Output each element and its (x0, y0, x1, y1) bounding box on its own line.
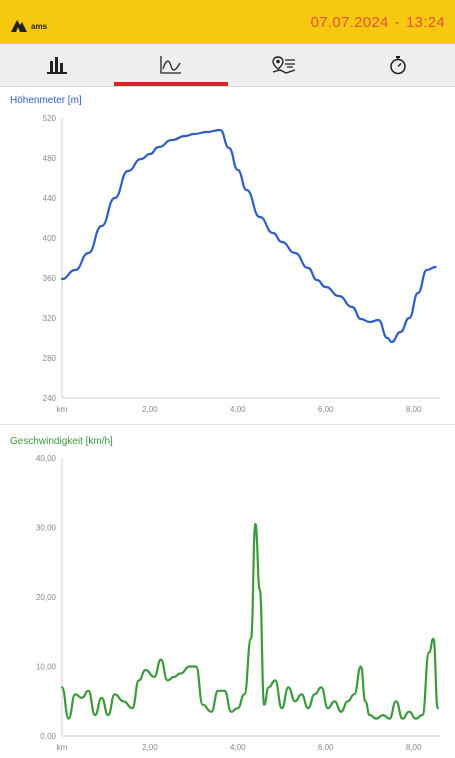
elevation-chart-plot: 240 280 320 360 400 440 480 520 km 2,00 4,00 6,00 8,… (43, 114, 440, 414)
speed-y-tick-label: 20,00 (36, 593, 57, 602)
date-time-separator: - (394, 13, 400, 31)
speed-x-tick-label: 4,00 (230, 743, 246, 752)
stopwatch-icon (390, 56, 406, 75)
speed-y-tick-label: 0,00 (40, 732, 56, 741)
tab-route-map[interactable] (228, 44, 342, 86)
speed-x-tick-label: 6,00 (318, 743, 334, 752)
speed-y-tick-label: 10,00 (36, 663, 57, 672)
elevation-x-tick-label: 2,00 (142, 405, 158, 414)
line-chart-icon (159, 56, 181, 74)
speed-chart-plot: 0,00 10,00 20,00 30,00 40,00 km 2,00 4,00 6,00 8,… (36, 454, 440, 752)
app-logo: ams (10, 11, 47, 33)
map-route-icon (272, 56, 296, 74)
top-bar: ams 07.07.2024 - 13:24 (0, 0, 455, 44)
elevation-y-tick-label: 520 (43, 114, 57, 123)
elevation-chart-title: Höhenmeter [m] (10, 95, 82, 106)
tab-bar (0, 44, 455, 87)
elevation-x-tick-label: 6,00 (318, 405, 334, 414)
elevation-series-line (60, 128, 437, 344)
elevation-y-tick-label: 480 (43, 154, 57, 163)
speed-y-tick-label: 30,00 (36, 524, 57, 533)
elevation-x-unit-label: km (57, 405, 68, 414)
elevation-y-tick-label: 440 (43, 194, 57, 203)
speed-x-unit-label: km (57, 743, 68, 752)
elevation-x-tick-label: 8,00 (406, 405, 422, 414)
time-label: 13:24 (405, 13, 445, 31)
tab-charts[interactable] (113, 44, 228, 86)
speed-y-tick-label: 40,00 (36, 454, 57, 463)
elevation-y-tick-label: 240 (43, 394, 57, 403)
elevation-y-tick-label: 400 (43, 234, 57, 243)
speed-chart-title: Geschwindigkeit [km/h] (10, 436, 113, 447)
tab-statistics[interactable] (0, 44, 114, 86)
tab-stopwatch[interactable] (341, 44, 455, 86)
logo-text: ams (31, 22, 48, 31)
elevation-x-tick-label: 4,00 (230, 405, 246, 414)
date-time: 07.07.2024 - 13:24 (311, 14, 445, 31)
speed-x-tick-label: 8,00 (406, 743, 422, 752)
elevation-y-tick-label: 280 (43, 354, 57, 363)
chart-divider (0, 424, 455, 425)
speed-x-tick-label: 2,00 (142, 743, 158, 752)
date-label: 07.07.2024 (310, 13, 389, 31)
speed-series-line (60, 522, 439, 720)
elevation-y-tick-label: 360 (43, 274, 57, 283)
bar-chart-icon (46, 57, 67, 74)
elevation-y-tick-label: 320 (43, 314, 57, 323)
logo-icon (11, 20, 27, 32)
